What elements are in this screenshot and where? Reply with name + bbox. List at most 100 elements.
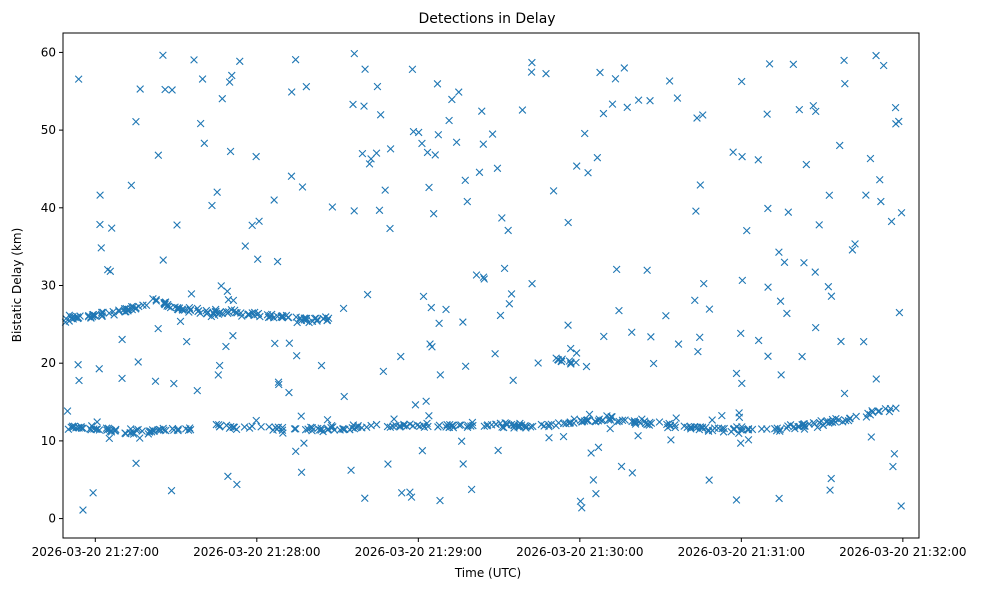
data-point (877, 197, 885, 206)
data-point (373, 82, 382, 91)
data-point (704, 426, 713, 434)
data-point (132, 117, 140, 126)
data-point (738, 379, 746, 388)
data-point (96, 220, 104, 229)
data-point (589, 476, 598, 484)
data-point (149, 294, 157, 303)
data-point (691, 423, 699, 431)
data-point (198, 75, 207, 83)
data-point (339, 304, 348, 313)
data-point (328, 423, 337, 431)
data-point (253, 255, 262, 263)
data-point (279, 312, 287, 321)
data-point (564, 321, 572, 329)
y-tick-label: 50 (41, 123, 56, 137)
data-point (118, 335, 126, 344)
data-point (549, 187, 558, 195)
data-point (194, 307, 203, 315)
data-point (93, 425, 101, 434)
data-point (452, 138, 461, 147)
data-point (363, 290, 372, 299)
data-point (784, 208, 793, 216)
data-point (350, 49, 359, 58)
data-point (617, 462, 626, 471)
data-point (386, 224, 394, 233)
data-point (97, 244, 106, 252)
data-point (315, 426, 324, 434)
data-point (488, 130, 497, 138)
data-point (737, 77, 746, 86)
data-point (776, 425, 784, 434)
y-tick-label: 20 (41, 356, 56, 370)
data-point (742, 226, 751, 235)
data-point (775, 248, 783, 256)
data-point (672, 414, 681, 422)
data-point (413, 421, 422, 429)
data-point (572, 162, 581, 170)
data-point (307, 423, 315, 432)
data-point (851, 240, 859, 248)
data-point (435, 319, 443, 328)
data-point (705, 305, 714, 313)
data-point (802, 160, 811, 169)
data-point (881, 404, 890, 413)
data-point (708, 416, 716, 424)
data-point (105, 434, 114, 443)
data-point (69, 312, 77, 321)
data-point (127, 181, 136, 190)
data-point (832, 414, 840, 423)
data-point (74, 423, 83, 432)
data-point (623, 103, 632, 112)
data-point (777, 371, 785, 379)
data-point (505, 300, 514, 308)
data-point (291, 447, 300, 456)
data-point (340, 392, 349, 401)
data-point (71, 313, 79, 322)
data-point (252, 416, 261, 425)
data-point (564, 218, 572, 227)
data-point (621, 416, 629, 424)
data-point (887, 217, 896, 226)
data-point (407, 493, 416, 501)
data-point (718, 424, 726, 433)
data-point (426, 340, 434, 348)
data-point (93, 418, 101, 426)
data-point (862, 191, 870, 199)
data-point (284, 313, 292, 322)
data-point (105, 309, 114, 317)
data-point (266, 311, 274, 320)
data-point (827, 474, 836, 483)
data-point (339, 425, 347, 434)
data-point (498, 214, 506, 222)
data-point (279, 429, 287, 437)
data-point (634, 96, 643, 104)
data-point (182, 337, 191, 346)
data-point (287, 88, 296, 96)
data-point (628, 469, 637, 477)
data-point (174, 425, 183, 433)
data-point (173, 221, 181, 229)
data-point (764, 204, 772, 213)
chart-title: Detections in Delay (418, 11, 555, 27)
data-point (775, 494, 783, 503)
data-point (457, 421, 465, 429)
data-point (612, 265, 621, 274)
data-point (578, 417, 587, 426)
data-point (411, 401, 420, 409)
data-point (291, 55, 300, 64)
data-point (487, 421, 496, 429)
data-point (390, 415, 398, 423)
data-point (75, 376, 83, 385)
data-point (293, 318, 301, 327)
data-point (218, 94, 227, 103)
data-point (615, 417, 623, 426)
data-point (889, 462, 897, 471)
data-point (577, 504, 586, 512)
data-point (643, 266, 651, 275)
data-point (317, 361, 326, 370)
data-point (402, 422, 411, 431)
data-point (784, 422, 792, 430)
data-point (694, 347, 702, 356)
data-point (674, 340, 683, 348)
